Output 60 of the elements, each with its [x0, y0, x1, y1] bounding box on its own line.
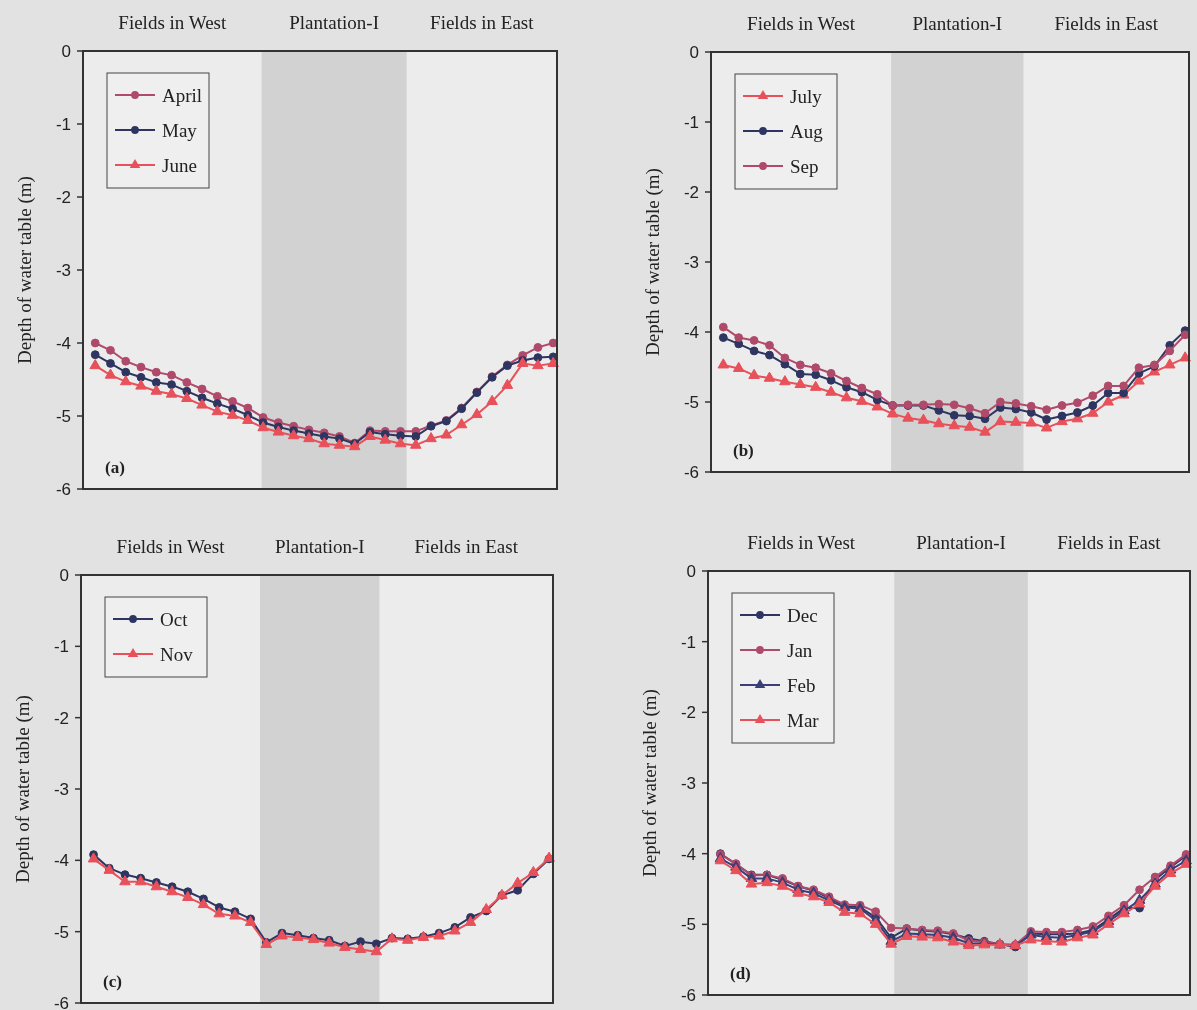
y-tick-label: -2 — [55, 187, 71, 207]
text: Fields in East — [1057, 532, 1162, 553]
legend-label: June — [162, 154, 197, 176]
legend-label: Oct — [160, 608, 189, 630]
legend-label: Jan — [787, 639, 813, 661]
legend-label: July — [790, 85, 823, 107]
text: Fields in East — [1054, 13, 1159, 34]
legend-label: April — [162, 84, 203, 106]
text: Plantation-I — [916, 532, 1006, 553]
y-tick-label: -5 — [55, 406, 71, 426]
y-tick-label: -5 — [53, 922, 69, 942]
y-axis-title: Depth of water table (m) — [12, 695, 34, 883]
annotation: (c) — [103, 972, 122, 991]
y-tick-label: -5 — [680, 915, 696, 935]
y-tick-label: 0 — [686, 561, 696, 581]
y-tick-label: -2 — [683, 182, 699, 202]
y-tick-label: -1 — [53, 637, 69, 657]
y-axis-title: Depth of water table (m) — [14, 176, 36, 364]
y-tick-label: -6 — [680, 985, 696, 1005]
y-tick-label: -1 — [680, 632, 696, 652]
y-tick-label: -6 — [55, 479, 71, 499]
y-tick-label: -4 — [53, 851, 69, 871]
text: Fields in West — [747, 13, 856, 34]
annotation: (a) — [105, 458, 125, 477]
y-tick-label: -1 — [55, 114, 71, 134]
text: Fields in West — [747, 532, 856, 553]
legend-label: Mar — [787, 709, 820, 731]
y-tick-label: -4 — [680, 844, 696, 864]
y-tick-label: -1 — [683, 112, 699, 132]
y-tick-label: -4 — [683, 322, 699, 342]
y-tick-label: -5 — [683, 392, 699, 412]
text: Fields in East — [414, 536, 519, 557]
y-tick-label: -6 — [683, 462, 699, 482]
y-tick-label: 0 — [59, 565, 69, 585]
y-tick-label: -6 — [53, 993, 69, 1010]
y-tick-label: -4 — [55, 333, 71, 353]
annotation: (d) — [730, 964, 751, 983]
text: Fields in East — [430, 12, 535, 33]
y-tick-label: -3 — [683, 252, 699, 272]
text: Plantation-I — [274, 536, 365, 557]
legend-label: Dec — [787, 604, 818, 626]
y-axis-title: Depth of water table (m) — [639, 689, 661, 877]
y-tick-label: -2 — [680, 703, 696, 723]
legend-label: Feb — [787, 674, 816, 696]
legend-label: Aug — [790, 120, 824, 142]
legend-label: Sep — [790, 155, 819, 177]
text: Fields in West — [116, 536, 226, 557]
y-tick-label: -3 — [53, 779, 69, 799]
y-tick-label: -3 — [680, 773, 696, 793]
legend-label: May — [162, 119, 198, 141]
y-tick-label: -2 — [53, 708, 69, 728]
text: Plantation-I — [912, 13, 1003, 34]
text: Fields in West — [118, 12, 227, 33]
y-tick-label: 0 — [689, 42, 699, 62]
text: Plantation-I — [289, 12, 379, 33]
legend-label: Nov — [160, 643, 194, 665]
annotation: (b) — [733, 441, 754, 460]
y-tick-label: -3 — [55, 260, 71, 280]
y-axis-title: Depth of water table (m) — [642, 168, 664, 356]
y-tick-label: 0 — [61, 41, 71, 61]
